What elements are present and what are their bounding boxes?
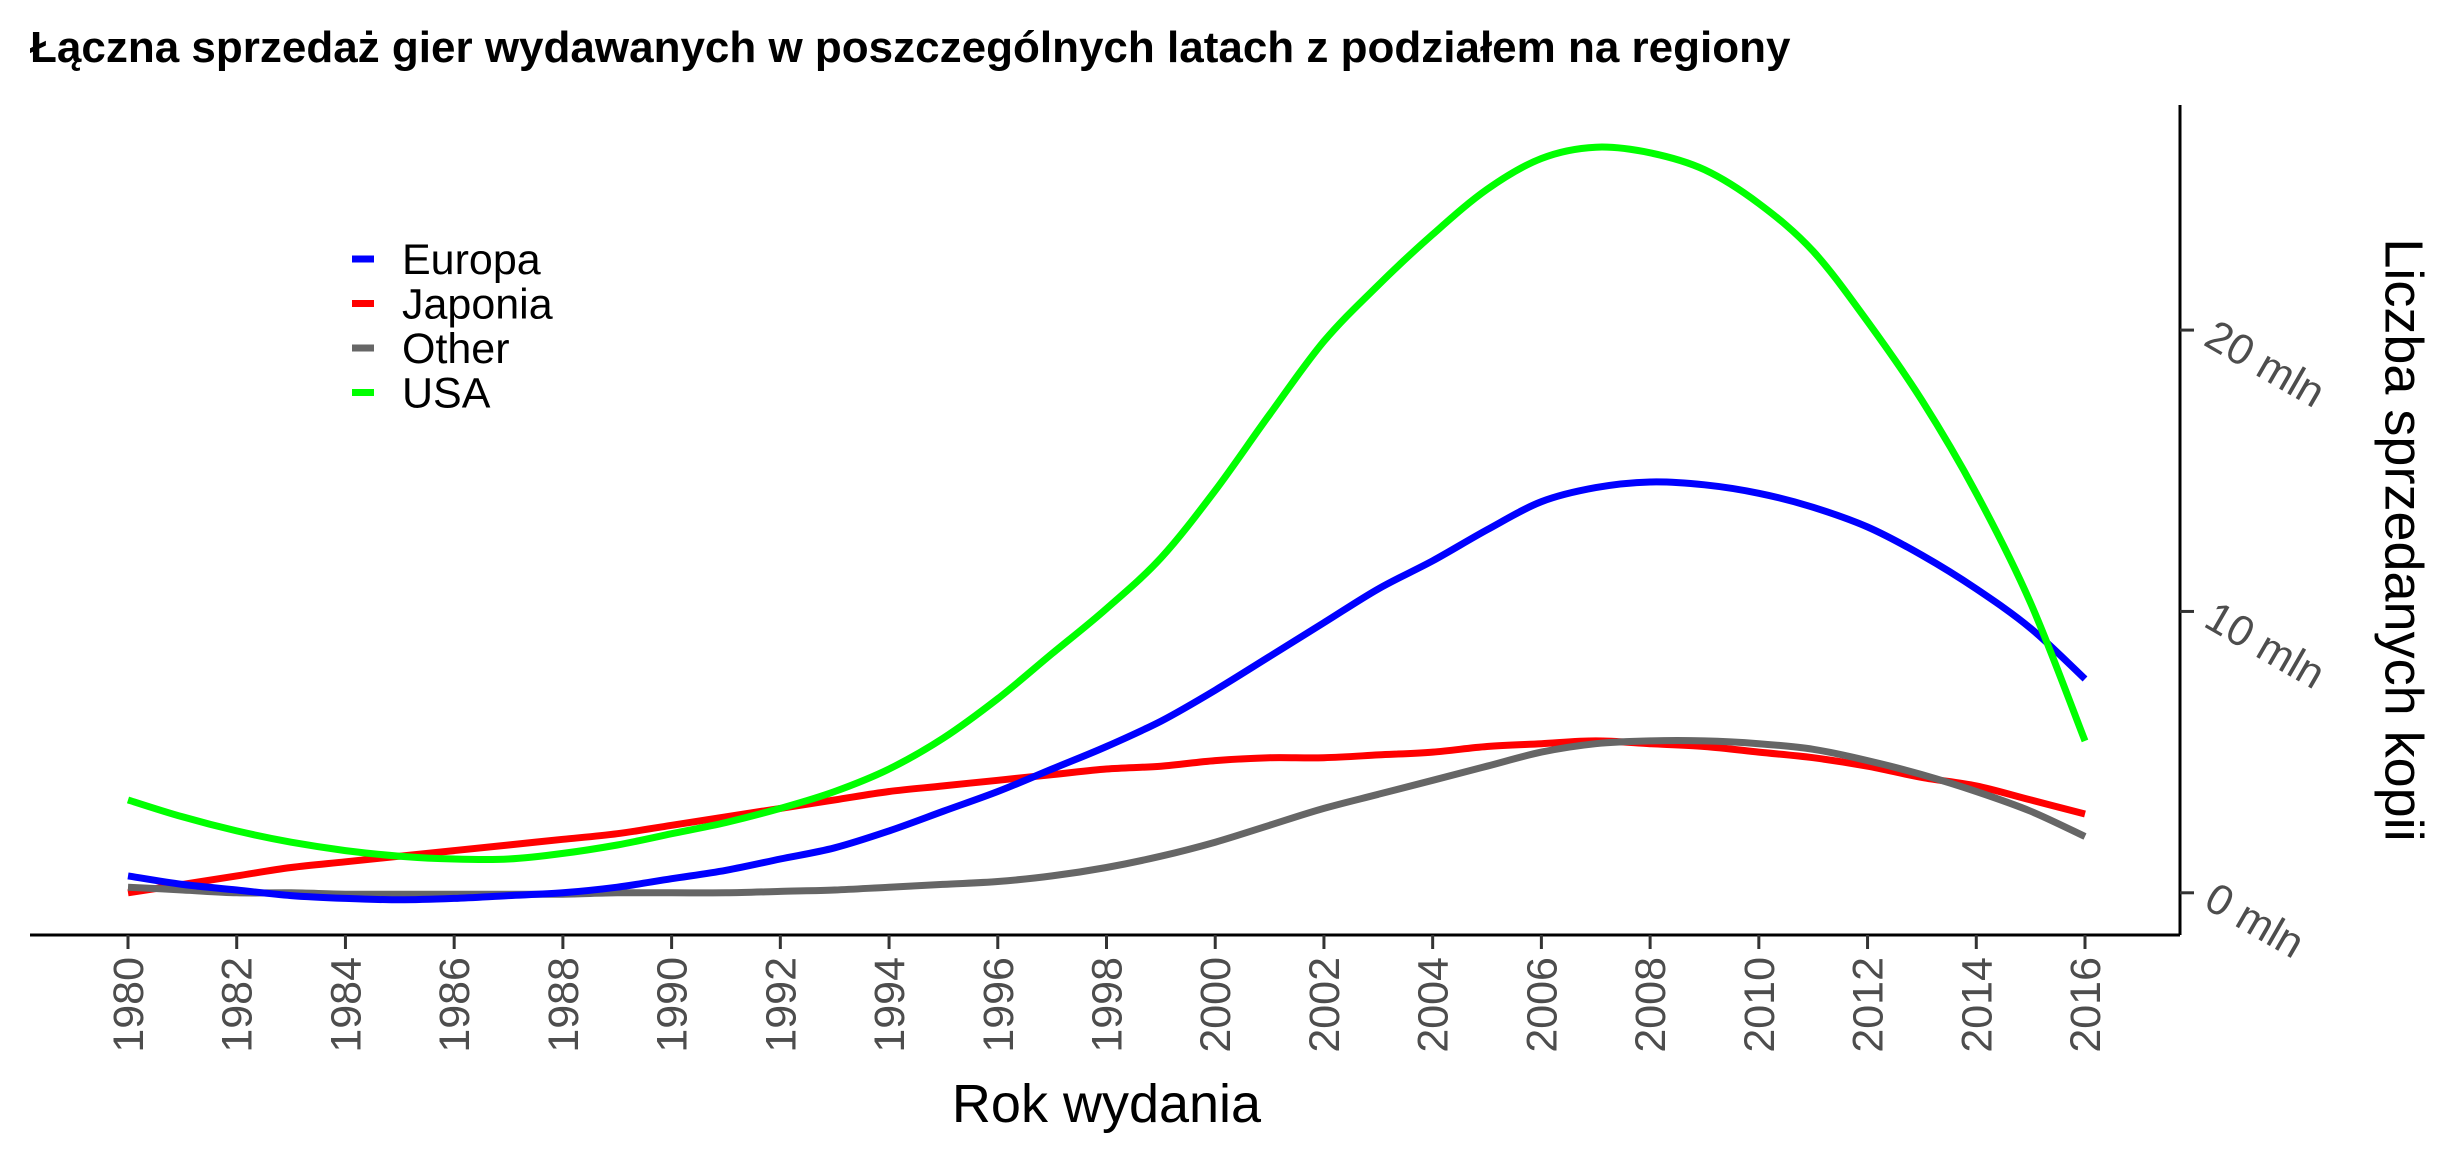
series-lines	[126, 143, 2089, 904]
legend-label-europa: Europa	[402, 236, 541, 284]
x-axis-ticks: 1980 1982 1984 1986 1988 1990 1992 1994 1996 1998…	[105, 935, 2110, 1053]
x-tick-label: 1994	[866, 957, 914, 1053]
x-axis-title: Rok wydania	[952, 1074, 1262, 1134]
x-tick-label: 1982	[214, 957, 262, 1053]
x-tick-label: 2016	[2062, 957, 2110, 1053]
legend-label-usa: USA	[402, 370, 491, 418]
x-tick-label: 1988	[540, 957, 588, 1053]
x-tick-label: 1984	[322, 957, 370, 1053]
x-tick-label: 1992	[757, 957, 805, 1053]
x-tick-label: 2010	[1736, 957, 1784, 1053]
chart-title: Łączna sprzedaż gier wydawanych w poszcz…	[30, 23, 1791, 72]
x-tick-label: 1980	[105, 957, 153, 1053]
y-tick-label: 10 mln	[2197, 593, 2333, 699]
series-line-japonia	[127, 737, 2086, 897]
series-line-usa	[126, 143, 2089, 864]
x-tick-label: 1998	[1084, 957, 1132, 1053]
x-tick-label: 2004	[1410, 957, 1458, 1053]
x-tick-label: 2002	[1301, 957, 1349, 1053]
legend-label-japonia: Japonia	[402, 281, 553, 329]
y-tick-label: 20 mln	[2197, 311, 2333, 417]
x-tick-label: 2000	[1192, 957, 1240, 1053]
y-axis-title: Liczba sprzedanych kopii	[2374, 238, 2434, 841]
x-tick-label: 1986	[431, 957, 479, 1053]
legend-label-other: Other	[402, 325, 510, 373]
axes: 1980 1982 1984 1986 1988 1990 1992 1994 1996 1998…	[30, 105, 2333, 1053]
series-line-europa	[127, 478, 2088, 904]
x-tick-label: 2006	[1518, 957, 1566, 1053]
y-tick-label: 0 mln	[2197, 874, 2312, 968]
x-tick-label: 2014	[1953, 957, 2001, 1053]
x-tick-label: 1990	[649, 957, 697, 1053]
x-tick-label: 1996	[975, 957, 1023, 1053]
series-line-other	[127, 737, 2087, 898]
x-tick-label: 2008	[1627, 957, 1675, 1053]
x-tick-label: 2012	[1845, 957, 1893, 1053]
y-axis-ticks: 0 mln 10 mln 20 mln	[2180, 311, 2333, 968]
